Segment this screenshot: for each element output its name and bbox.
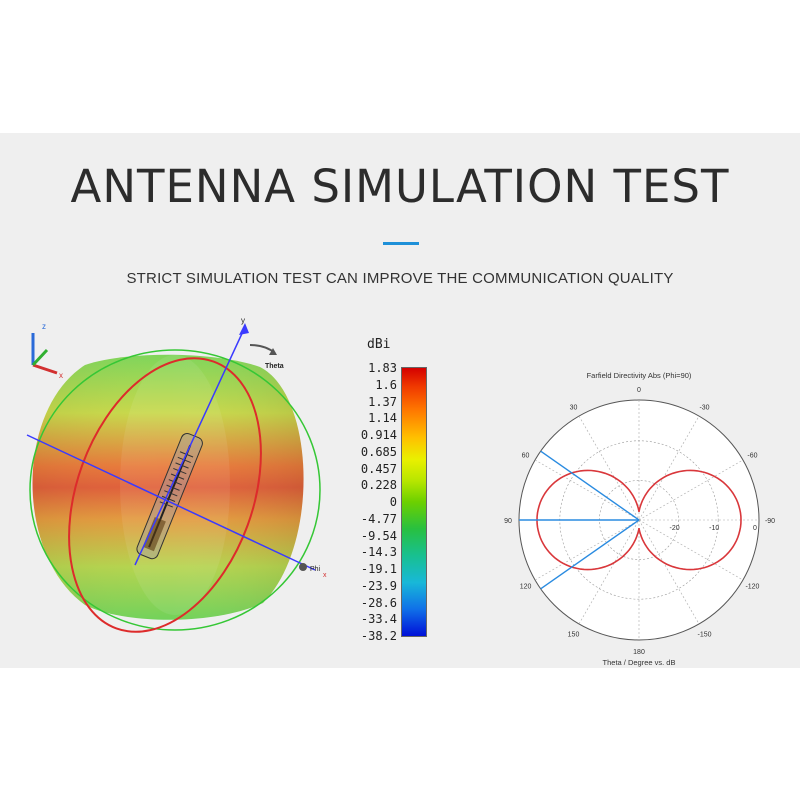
colorbar-tick-label: -38.2: [360, 629, 397, 643]
directivity-curve: [536, 469, 742, 571]
polar-angle-label: 30: [570, 405, 578, 412]
svg-text:Theta: Theta: [265, 363, 284, 370]
colorbar-tick-label: -33.4: [360, 612, 397, 627]
colorbar-unit: dBi: [367, 337, 391, 352]
svg-text:y: y: [241, 316, 245, 325]
colorbar-gradient: [401, 367, 427, 637]
page-subtitle: STRICT SIMULATION TEST CAN IMPROVE THE C…: [126, 270, 674, 287]
polar-angle-label: 120: [520, 584, 532, 591]
colorbar-ticks: 1.83 1.6 1.37 1.14 0.914 0.685 0.457 0.228 0 -4.7…: [335, 361, 397, 643]
title-accent-line: [383, 242, 419, 245]
page-title: ANTENNA SIMULATION TEST: [70, 160, 730, 213]
red-theta-ring: [68, 357, 262, 633]
antenna-model: [136, 433, 203, 560]
polar-title: Farfield Directivity Abs (Phi=90): [587, 371, 692, 380]
polar-angle-label: -150: [697, 631, 711, 638]
colorbar-tick-label: -4.77: [360, 511, 397, 526]
colorbar-legend: dBi 1.83 1.6 1.37 1.14 0.914 0.685 0.457 0.228 0…: [335, 335, 435, 650]
polar-angle-label: 150: [568, 631, 580, 638]
colorbar-tick-label: 1.14: [368, 411, 397, 426]
colorbar-tick-label: -23.9: [360, 578, 397, 593]
polar-angle-label: -90: [765, 518, 775, 525]
polar-radial-label: -10: [709, 525, 719, 532]
svg-text:x: x: [323, 572, 327, 579]
polar-angle-label: -120: [745, 584, 759, 591]
colorbar-tick-label: 0: [389, 495, 397, 509]
colorbar-tick-label: 0.228: [360, 478, 397, 493]
svg-text:Phi: Phi: [310, 566, 321, 573]
polar-xlabel: Theta / Degree vs. dB: [603, 658, 676, 667]
polar-angle-label: 90: [504, 518, 512, 525]
colorbar-tick-label: 1.83: [368, 361, 397, 375]
svg-text:z: z: [42, 322, 46, 331]
colorbar-tick-label: 0.457: [360, 461, 397, 476]
polar-angle-label: 0: [637, 387, 641, 394]
colorbar-tick-label: 0.685: [360, 444, 397, 459]
colorbar-tick-label: -14.3: [360, 545, 397, 560]
colorbar-tick-label: -9.54: [360, 528, 397, 543]
colorbar-tick-label: -19.1: [360, 562, 397, 576]
svg-text:x: x: [59, 371, 63, 380]
colorbar-tick-label: 1.37: [368, 394, 397, 409]
polar-angle-label: 180: [633, 649, 645, 656]
polar-directivity-chart: Farfield Directivity Abs (Phi=90) -20 -10…: [504, 371, 775, 667]
z-axis-line: [134, 326, 246, 566]
polar-curve: [519, 450, 742, 590]
colorbar-tick-label: 0.914: [360, 428, 397, 442]
polar-angle-label: 60: [522, 453, 530, 460]
colorbar-tick-label: -28.6: [360, 595, 397, 610]
x-axis-line: [26, 434, 316, 571]
polar-angle-labels: -20 -10 0 0 30 60 90 120 150 180 -30 -60 -90 -120 -150: [504, 387, 775, 656]
green-phi-ring: [29, 349, 321, 631]
radiation-pattern-3d: z x y Theta Phi x: [26, 316, 327, 633]
polar-radial-label: 0: [753, 525, 757, 532]
colorbar-tick-label: 1.6: [375, 377, 397, 392]
beam-direction-line: [540, 450, 640, 521]
beam-direction-line: [540, 519, 640, 590]
polar-angle-label: -60: [747, 453, 757, 460]
polar-angle-label: -30: [699, 405, 709, 412]
axis-triad-icon: z x: [31, 322, 63, 380]
polar-radial-label: -20: [670, 525, 680, 532]
